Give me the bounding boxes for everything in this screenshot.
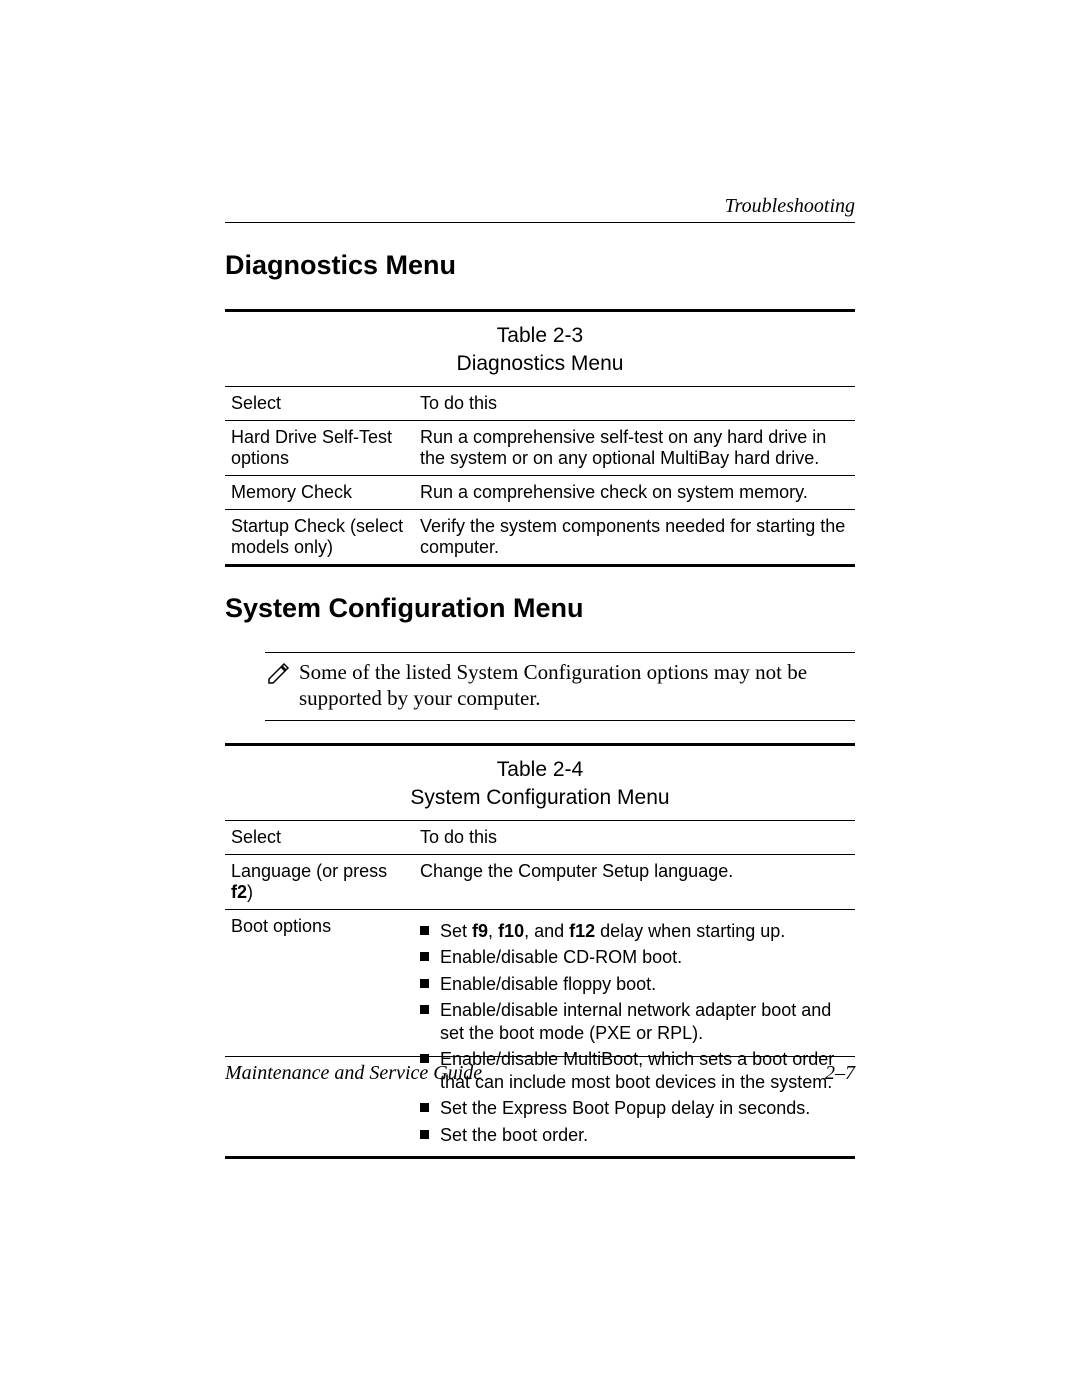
table-caption: Table 2-4 <box>225 758 855 782</box>
cell-desc: Set f9, f10, and f12 delay when starting… <box>414 909 855 1156</box>
list-item: Set the Express Boot Popup delay in seco… <box>420 1097 849 1120</box>
text: , <box>488 921 498 941</box>
cell-select: Memory Check <box>225 476 414 510</box>
table-caption: Table 2-3 <box>225 324 855 348</box>
key-f10: f10 <box>498 921 524 941</box>
boot-options-list: Set f9, f10, and f12 delay when starting… <box>420 920 849 1147</box>
cell-desc: Verify the system components needed for … <box>414 510 855 565</box>
table-2-3: Table 2-3 Diagnostics Menu Select To do … <box>225 309 855 567</box>
sysconfig-table: Select To do this Language (or press f2)… <box>225 820 855 1157</box>
content: Diagnostics Menu Table 2-3 Diagnostics M… <box>225 190 855 1159</box>
col-todo: To do this <box>414 820 855 854</box>
cell-select: Language (or press f2) <box>225 854 414 909</box>
key-f2: f2 <box>231 882 247 902</box>
text: ) <box>247 882 253 902</box>
table-row: Hard Drive Self-Test options Run a compr… <box>225 421 855 476</box>
table-row: Startup Check (select models only) Verif… <box>225 510 855 565</box>
footer-rule <box>225 1056 855 1057</box>
text: Set <box>440 921 472 941</box>
running-title: Troubleshooting <box>725 195 855 218</box>
page: Troubleshooting Diagnostics Menu Table 2… <box>0 0 1080 1397</box>
cell-desc: Run a comprehensive check on system memo… <box>414 476 855 510</box>
text: , and <box>524 921 569 941</box>
key-f12: f12 <box>569 921 595 941</box>
table-title: Diagnostics Menu <box>225 352 855 376</box>
table-row: Boot options Set f9, f10, and f12 delay … <box>225 909 855 1156</box>
cell-select: Boot options <box>225 909 414 1156</box>
footer: Maintenance and Service Guide 2–7 <box>225 1062 855 1085</box>
list-item: Enable/disable floppy boot. <box>420 973 849 996</box>
header-rule <box>225 222 855 223</box>
text: delay when starting up. <box>595 921 785 941</box>
table-title: System Configuration Menu <box>225 786 855 810</box>
text: Language (or press <box>231 861 387 881</box>
heading-diagnostics: Diagnostics Menu <box>225 250 855 281</box>
key-f9: f9 <box>472 921 488 941</box>
footer-left: Maintenance and Service Guide <box>225 1062 482 1085</box>
cell-select: Hard Drive Self-Test options <box>225 421 414 476</box>
footer-right: 2–7 <box>825 1062 855 1085</box>
pencil-icon <box>265 661 291 692</box>
cell-select: Startup Check (select models only) <box>225 510 414 565</box>
table-end-rule <box>225 1156 855 1159</box>
cell-desc: Run a comprehensive self-test on any har… <box>414 421 855 476</box>
list-item: Set f9, f10, and f12 delay when starting… <box>420 920 849 943</box>
diagnostics-table: Select To do this Hard Drive Self-Test o… <box>225 386 855 564</box>
note: Some of the listed System Configuration … <box>265 652 855 721</box>
table-row: Memory Check Run a comprehensive check o… <box>225 476 855 510</box>
table-end-rule <box>225 564 855 567</box>
heading-sysconfig: System Configuration Menu <box>225 593 855 624</box>
col-select: Select <box>225 387 414 421</box>
cell-desc: Change the Computer Setup language. <box>414 854 855 909</box>
col-todo: To do this <box>414 387 855 421</box>
col-select: Select <box>225 820 414 854</box>
list-item: Enable/disable CD-ROM boot. <box>420 946 849 969</box>
list-item: Enable/disable internal network adapter … <box>420 999 849 1044</box>
table-row: Language (or press f2) Change the Comput… <box>225 854 855 909</box>
note-text: Some of the listed System Configuration … <box>299 659 855 712</box>
table-2-4: Table 2-4 System Configuration Menu Sele… <box>225 743 855 1160</box>
list-item: Set the boot order. <box>420 1124 849 1147</box>
